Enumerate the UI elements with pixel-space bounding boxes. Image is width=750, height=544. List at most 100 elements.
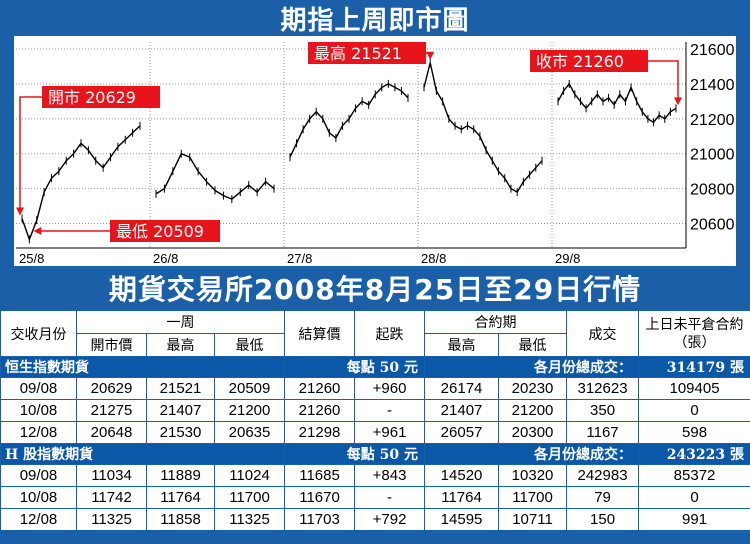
table-cell: 14595 [424, 508, 500, 531]
section-total-value: 314179 張 [638, 356, 750, 378]
table-cell: 150 [566, 508, 640, 531]
header-settle: 結算價 [284, 310, 356, 357]
header-contract-high: 最高 [424, 333, 500, 357]
table-cell: 11764 [146, 486, 215, 509]
table-cell: 21407 [146, 399, 215, 422]
price-line [289, 83, 409, 158]
table-cell: 11700 [213, 486, 286, 509]
annotation-label: 最低 20509 [116, 222, 204, 241]
table-cell: 21275 [76, 399, 147, 422]
table-cell: 21521 [146, 377, 215, 400]
price-line [557, 82, 677, 124]
table-cell: +961 [354, 421, 426, 444]
table-cell: 21200 [213, 399, 286, 422]
annotation-label: 收市 21260 [536, 52, 624, 71]
section-total-label: 各月份總成交： [424, 356, 640, 378]
table-cell: 20629 [76, 377, 147, 400]
table-cell: 11670 [284, 486, 356, 509]
table-cell: 991 [638, 508, 750, 531]
y-tick-label: 21400 [690, 77, 735, 94]
header-high: 最高 [146, 333, 215, 357]
table-cell: +843 [354, 464, 426, 487]
table-cell: 11700 [498, 486, 568, 509]
table-row: 09/08 20629 21521 20509 21260 +960 26174 20230 3… [0, 377, 750, 400]
table-row: 09/08 11034 11889 11024 11685 +843 14520 10320 2… [0, 464, 750, 487]
table-cell: 12/08 [0, 508, 77, 531]
table-cell: 11703 [284, 508, 356, 531]
x-tick-label: 26/8 [153, 251, 178, 266]
table-cell: 11325 [213, 508, 286, 531]
table-cell: 09/08 [0, 377, 77, 400]
section-band: 恒生指數期貨 每點 50 元各月份總成交： 314179 張 [0, 356, 750, 378]
table-cell: 242983 [566, 464, 640, 487]
table-body: 交收月份 一周 結算價 起跌 合約期 成交 上日未平倉合約（張） 開市價 最高 … [0, 310, 750, 531]
table-cell: 21200 [498, 399, 568, 422]
price-line [21, 125, 141, 242]
header-low: 最低 [213, 333, 286, 357]
table-cell: 20230 [498, 377, 568, 400]
section-per-point: 每點 50 元 [284, 356, 426, 378]
table-cell: 11685 [284, 464, 356, 487]
section-band: H 股指數期貨 每點 50 元各月份總成交： 243223 張 [0, 443, 750, 465]
table-row: 12/08 20648 21530 20635 21298 +961 26057 20300 1… [0, 421, 750, 444]
section-total-label: 各月份總成交： [424, 443, 640, 465]
section-name: 恒生指數期貨 [0, 356, 286, 378]
header-volume: 成交 [566, 310, 640, 357]
annotation-arrow [19, 96, 42, 215]
table-cell: 109405 [638, 377, 750, 400]
table-cell: 0 [638, 399, 750, 422]
table-cell: 1167 [566, 421, 640, 444]
table-cell: 312623 [566, 377, 640, 400]
table-cell: 21260 [284, 399, 356, 422]
table-row: 12/08 11325 11858 11325 11703 +792 14595 10711 1… [0, 508, 750, 531]
table-cell: - [354, 486, 426, 509]
y-tick-label: 20600 [690, 217, 735, 234]
header-open: 開市價 [76, 333, 147, 357]
table-cell: 21407 [424, 399, 500, 422]
x-tick-label: 28/8 [421, 251, 446, 266]
header-week: 一周 [75, 310, 286, 334]
table-cell: 26174 [424, 377, 500, 400]
header-row-2: 開市價 最高 最低 最高 最低 [1, 333, 750, 357]
table-row: 10/08 11742 11764 11700 11670-11764 11700 79 0 [0, 486, 750, 509]
header-month: 交收月份 [0, 310, 77, 357]
annotation-label: 最高 21521 [314, 44, 402, 63]
x-tick-label: 27/8 [287, 251, 312, 266]
header-contract-low: 最低 [498, 333, 568, 357]
price-line [155, 152, 275, 200]
table-cell: 20300 [498, 421, 568, 444]
table-cell: 21260 [284, 377, 356, 400]
table-cell: 598 [638, 421, 750, 444]
chart-title: 期指上周即市圖 [280, 5, 470, 36]
annotation-arrow [648, 60, 679, 103]
table-cell: 10320 [498, 464, 568, 487]
table-cell: +792 [354, 508, 426, 531]
y-tick-label: 21600 [690, 42, 735, 59]
table-title: 期貨交易所2008年8月25日至29日行情 [108, 273, 642, 306]
header-contract: 合約期 [424, 310, 568, 334]
table-cell: 79 [566, 486, 640, 509]
annotation-arrowhead [16, 207, 24, 216]
price-chart: 20600 20800 21000 21200 21400 21600 25/8 26/8 27… [14, 36, 736, 266]
y-tick-label: 21200 [690, 112, 735, 129]
x-tick-label: 29/8 [555, 251, 580, 266]
annotation-arrowhead [33, 227, 42, 235]
table-cell: 12/08 [0, 421, 77, 444]
table-cell: 11024 [213, 464, 286, 487]
table-cell: 10/08 [0, 399, 77, 422]
table-cell: 10711 [498, 508, 568, 531]
header-row-1: 交收月份 一周 結算價 起跌 合約期 成交 上日未平倉合約（張） [0, 310, 750, 357]
table-cell: 21298 [284, 421, 356, 444]
annotation-arrowhead [426, 51, 435, 60]
y-tick-label: 20800 [690, 182, 735, 199]
header-change: 起跌 [354, 310, 426, 357]
table-cell: 350 [566, 399, 640, 422]
table-cell: +960 [354, 377, 426, 400]
header-open-interest: 上日未平倉合約（張） [638, 310, 750, 357]
table-cell: 11325 [76, 508, 147, 531]
table-cell: 26057 [424, 421, 500, 444]
annotation-label: 開市 20629 [48, 88, 136, 107]
table-cell: 11858 [146, 508, 215, 531]
annotation-box [308, 42, 426, 64]
table-cell: 21530 [146, 421, 215, 444]
